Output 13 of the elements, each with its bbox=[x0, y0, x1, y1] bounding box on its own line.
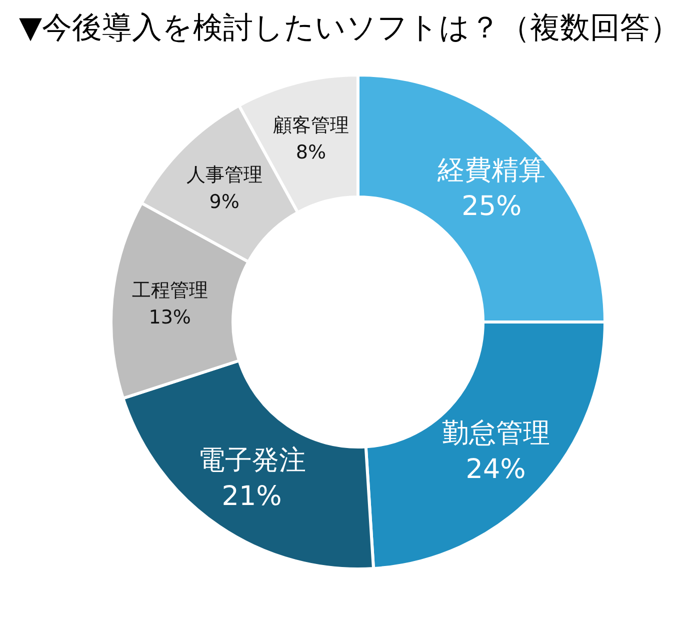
slice-label: 経費精算 bbox=[436, 154, 546, 186]
slice-label: 勤怠管理 bbox=[442, 418, 550, 449]
chart-title: ▼今後導入を検討したいソフトは？（複数回答） bbox=[19, 10, 680, 46]
data-label: 24% bbox=[466, 454, 526, 485]
data-label: 8% bbox=[296, 141, 326, 164]
data-label: 21% bbox=[222, 480, 282, 512]
slice-label: 電子発注 bbox=[198, 444, 306, 476]
slice-label: 顧客管理 bbox=[273, 114, 349, 136]
slice-label: 人事管理 bbox=[186, 164, 262, 186]
data-label: 13% bbox=[148, 306, 191, 329]
data-label: 25% bbox=[462, 190, 522, 222]
slice-label: 工程管理 bbox=[132, 280, 208, 302]
data-label: 9% bbox=[209, 190, 240, 213]
